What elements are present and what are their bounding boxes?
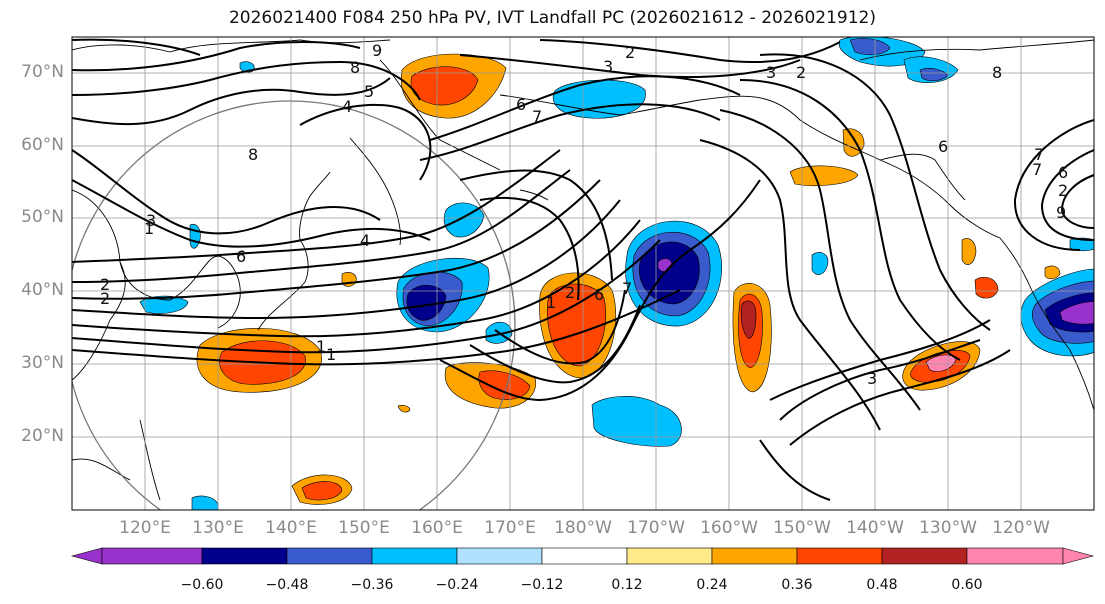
contour-label: 3 (766, 63, 776, 82)
contour-label: 7 (622, 279, 632, 298)
colorbar-tick: −0.36 (350, 577, 394, 593)
colorbar-extend-low (70, 547, 103, 565)
colorbar-segment (881, 547, 968, 565)
lat-label: 30°N (21, 353, 64, 373)
lon-label: 180°W (554, 518, 612, 538)
colorbar-tick: −0.60 (180, 577, 224, 593)
lon-label: 150°W (773, 518, 831, 538)
contour-label: 9 (372, 41, 382, 60)
contour-label: 5 (364, 82, 374, 101)
lon-label: 150°E (338, 518, 390, 538)
contour-label: 8 (350, 58, 360, 77)
colorbar-segment (796, 547, 883, 565)
colorbar-tick: 0.60 (951, 577, 983, 593)
map-frame (71, 36, 1095, 511)
contour-label: 6 (594, 285, 604, 304)
lon-label: 130°E (192, 518, 244, 538)
pv-contours (72, 38, 1094, 501)
landfall-circle (72, 100, 516, 510)
contour-label: 7 (1034, 145, 1044, 164)
map-title: 2026021400 F084 250 hPa PV, IVT Landfall… (228, 8, 876, 28)
contour-label: 1 (144, 219, 154, 238)
lon-label: 160°E (411, 518, 463, 538)
colorbar-tick: 0.48 (866, 577, 898, 593)
contour-label: 8 (992, 63, 1002, 82)
contour-label: 7 (532, 107, 542, 126)
lon-label: 120°W (992, 518, 1050, 538)
colorbar-tick: 0.12 (611, 577, 643, 593)
anomaly-shading (139, 37, 1094, 510)
lon-label: 120°E (119, 518, 171, 538)
colorbar-segment (456, 547, 543, 565)
contour-label: 3 (603, 57, 613, 76)
colorbar (70, 547, 1095, 565)
contour-label: 3 (867, 369, 877, 388)
lon-label: 170°E (484, 518, 536, 538)
colorbar-tick: −0.48 (265, 577, 309, 593)
lon-label: 140°W (846, 518, 904, 538)
contour-label: 4 (342, 97, 352, 116)
contour-label: 8 (248, 145, 258, 164)
contour-label: 2 (100, 275, 110, 294)
lon-label: 130°W (919, 518, 977, 538)
coastlines (72, 39, 1094, 501)
contour-label: 1 (326, 345, 336, 364)
colorbar-segment (711, 547, 798, 565)
lat-label: 40°N (21, 280, 64, 300)
lat-label: 70°N (21, 62, 64, 82)
lon-label: 140°E (265, 518, 317, 538)
contour-label: 2 (100, 289, 110, 308)
contour-label: 6 (236, 247, 246, 266)
colorbar-segment (541, 547, 628, 565)
contour-label: 2 (565, 283, 575, 302)
contour-label: 4 (360, 231, 370, 250)
colorbar-segment (286, 547, 373, 565)
colorbar-segment (626, 547, 713, 565)
colorbar-segment (101, 547, 203, 565)
colorbar-tick: 0.24 (696, 577, 728, 593)
contour-label: 6 (1058, 163, 1068, 182)
lat-label: 60°N (21, 135, 64, 155)
contour-label: 3 (146, 211, 156, 230)
colorbar-tick: 0.36 (781, 577, 813, 593)
contour-label: 6 (516, 95, 526, 114)
lat-label: 50°N (21, 207, 64, 227)
colorbar-extend-high (1062, 547, 1095, 565)
contour-label: 7 (1032, 160, 1042, 179)
contour-label: 9 (1056, 203, 1066, 222)
lon-label: 170°W (627, 518, 685, 538)
lat-label: 20°N (21, 426, 64, 446)
colorbar-tick: −0.12 (520, 577, 564, 593)
colorbar-segment (371, 547, 458, 565)
lon-label: 160°W (700, 518, 758, 538)
contour-label: 2 (1058, 181, 1068, 200)
contour-label: 6 (938, 137, 948, 156)
contour-label: 2 (625, 43, 635, 62)
contour-label: 2 (796, 63, 806, 82)
colorbar-segment (966, 547, 1064, 565)
colorbar-tick: −0.24 (435, 577, 479, 593)
contour-label: 1 (316, 337, 326, 356)
contour-labels: 9 8 5 4 2 3 6 7 1 2 3 6 7 8 9 3 2 1 1 2 … (100, 41, 1068, 388)
contour-label: 1 (546, 293, 556, 312)
colorbar-segment (201, 547, 288, 565)
